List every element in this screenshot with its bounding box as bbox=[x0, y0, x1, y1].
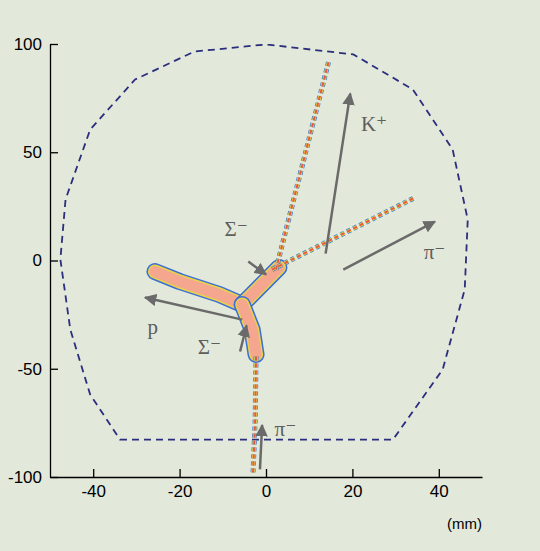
x-tick: -40 bbox=[81, 469, 106, 501]
track-halo bbox=[272, 197, 415, 269]
x-tick-mark bbox=[352, 469, 353, 477]
x-tick: 20 bbox=[343, 469, 362, 501]
track-label: Σ⁻ bbox=[198, 335, 221, 359]
thin-track bbox=[272, 197, 415, 269]
track bbox=[253, 354, 256, 472]
y-tick: -100 bbox=[8, 468, 58, 487]
y-tick: 50 bbox=[23, 143, 58, 162]
track bbox=[272, 197, 415, 269]
track-halo bbox=[253, 354, 256, 472]
arrow bbox=[240, 325, 246, 351]
x-tick-mark bbox=[179, 469, 180, 477]
y-tick: -50 bbox=[17, 360, 58, 379]
y-tick: 100 bbox=[14, 35, 58, 54]
x-tick-label: 0 bbox=[262, 482, 271, 501]
marks bbox=[60, 44, 467, 472]
track bbox=[155, 272, 242, 305]
arrow bbox=[145, 298, 242, 320]
track-halo bbox=[276, 62, 329, 270]
track-halo bbox=[155, 272, 242, 305]
track-label: p bbox=[148, 315, 159, 339]
x-tick: 0 bbox=[262, 469, 271, 501]
y-tick-mark bbox=[50, 44, 58, 45]
chart: -40 -20 0 20 40 -100 -50 0 50 100 (mm) K⁺ π⁻ Σ⁻ p Σ⁻ π⁻ bbox=[0, 0, 540, 551]
arrow bbox=[248, 262, 266, 275]
x-tick-label: 40 bbox=[430, 482, 449, 501]
arrow bbox=[343, 222, 435, 270]
y-tick-mark bbox=[50, 260, 58, 261]
x-tick-label: -20 bbox=[168, 482, 193, 501]
track-halo bbox=[253, 354, 256, 472]
y-tick-mark bbox=[50, 152, 58, 153]
plot: -40 -20 0 20 40 -100 -50 0 50 100 (mm) K⁺ π⁻ Σ⁻ p Σ⁻ π⁻ bbox=[8, 35, 483, 532]
y-tick-label: 50 bbox=[23, 143, 42, 162]
thin-track bbox=[276, 62, 329, 270]
x-axis-line bbox=[51, 477, 483, 478]
track-halo bbox=[276, 62, 329, 270]
x-tick-label: -40 bbox=[81, 482, 106, 501]
arrow bbox=[260, 425, 262, 469]
heavy-track bbox=[155, 272, 242, 305]
y-tick-mark bbox=[50, 369, 58, 370]
x-axis: -40 -20 0 20 40 bbox=[51, 469, 483, 501]
y-tick-label: 100 bbox=[14, 35, 42, 54]
track-label: π⁻ bbox=[424, 240, 446, 264]
x-tick-mark bbox=[266, 469, 267, 477]
x-axis-title: (mm) bbox=[447, 515, 482, 532]
x-tick: -20 bbox=[168, 469, 193, 501]
y-tick-mark bbox=[50, 477, 58, 478]
arrow bbox=[326, 94, 351, 254]
y-tick: 0 bbox=[33, 251, 58, 270]
y-tick-label: 0 bbox=[33, 251, 42, 270]
y-tick-label: -100 bbox=[8, 468, 42, 487]
track-label: K⁺ bbox=[361, 112, 387, 136]
boundary bbox=[60, 44, 467, 439]
background bbox=[0, 0, 540, 551]
track bbox=[276, 62, 329, 270]
x-tick-mark bbox=[439, 469, 440, 477]
track-label: Σ⁻ bbox=[225, 217, 248, 241]
track-halo bbox=[272, 197, 415, 269]
track-label: π⁻ bbox=[275, 417, 297, 441]
y-axis: -100 -50 0 50 100 bbox=[8, 35, 58, 487]
y-tick-label: -50 bbox=[17, 360, 42, 379]
x-tick: 40 bbox=[430, 469, 449, 501]
thin-track bbox=[253, 354, 256, 472]
x-tick-mark bbox=[93, 469, 94, 477]
x-tick-label: 20 bbox=[343, 482, 362, 501]
track-halo bbox=[155, 272, 242, 305]
annotations: K⁺ π⁻ Σ⁻ p Σ⁻ π⁻ bbox=[145, 94, 445, 470]
